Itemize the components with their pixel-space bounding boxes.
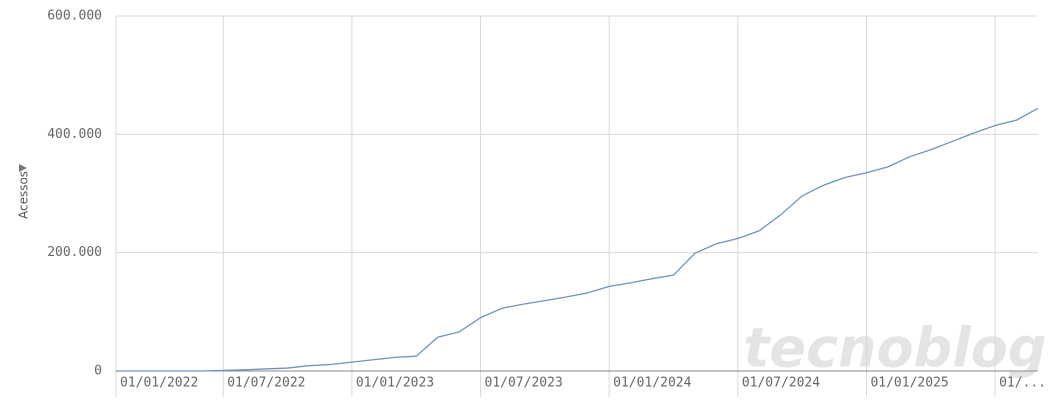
y-tick-label: 400.000 <box>47 127 102 142</box>
y-tick-label: 600.000 <box>47 9 102 24</box>
y-tick-label: 0 <box>94 364 102 379</box>
series-line <box>116 107 1039 372</box>
x-tick-label: 01/07/2023 <box>485 376 563 391</box>
x-tick-label: 01/... <box>999 376 1046 391</box>
x-tick-label: 01/07/2024 <box>742 376 820 391</box>
y-tick-label: 200.000 <box>47 245 102 260</box>
x-tick-label: 01/01/2024 <box>613 376 691 391</box>
x-tick-label: 01/01/2023 <box>356 376 434 391</box>
watermark: tecnoblog <box>744 317 1047 380</box>
x-tick-label: 01/07/2022 <box>227 376 305 391</box>
x-tick-label: 01/01/2022 <box>120 376 198 391</box>
x-tick-label: 01/01/2025 <box>870 376 948 391</box>
axis-menu-icon[interactable] <box>19 164 27 172</box>
y-axis-label: Acessos <box>17 171 31 219</box>
